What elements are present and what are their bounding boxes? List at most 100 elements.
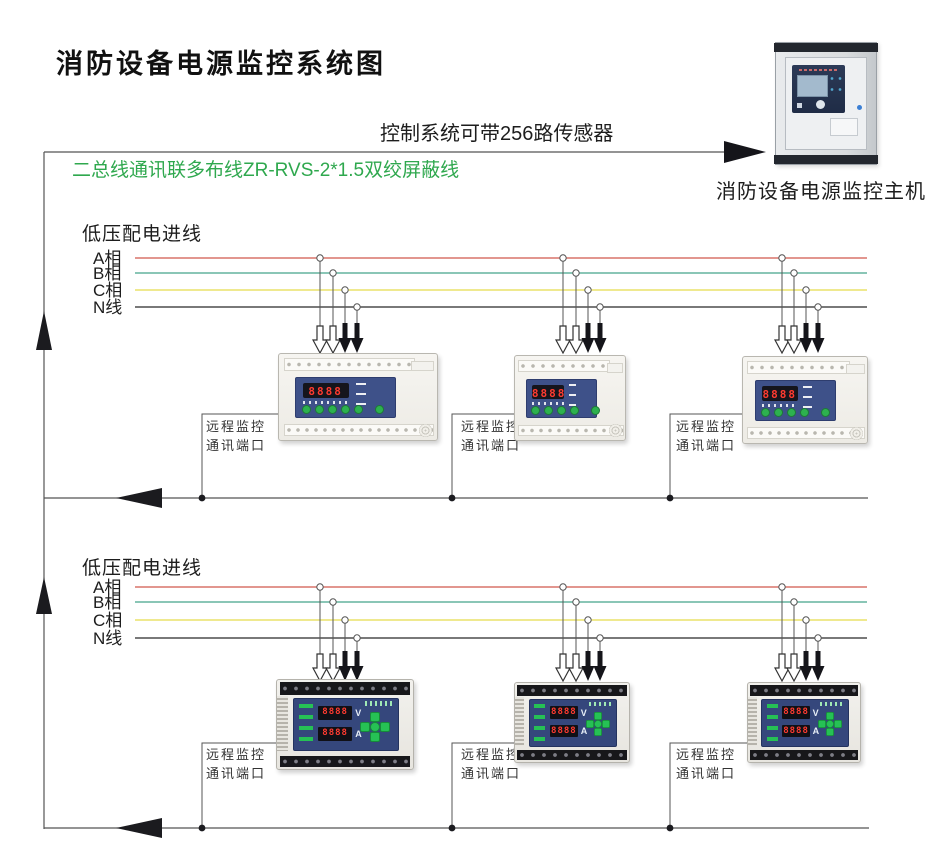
solid-arrow-icon bbox=[350, 323, 364, 353]
terminal-strip-bottom bbox=[283, 424, 435, 436]
dpad-button bbox=[370, 722, 381, 733]
junction-dot bbox=[198, 494, 206, 502]
phase-label-a: A相 bbox=[93, 578, 122, 597]
hollow-arrow-icon bbox=[312, 653, 328, 682]
phase-label-c: C相 bbox=[93, 281, 123, 300]
up-arrow-icon bbox=[36, 577, 52, 614]
dpad-button bbox=[370, 712, 381, 723]
speaker-grill bbox=[419, 423, 433, 437]
sensor-tap-group bbox=[774, 583, 825, 682]
host-module-title-line bbox=[798, 68, 839, 71]
terminal-block-bottom bbox=[517, 750, 627, 761]
terminal-strip-top bbox=[746, 361, 851, 374]
phase-label-n: N线 bbox=[93, 629, 123, 648]
panel-button bbox=[787, 408, 797, 418]
power-monitor-module: 8888 bbox=[514, 355, 626, 441]
voltage-display: 8888 bbox=[318, 706, 353, 721]
dpad-button bbox=[825, 719, 834, 728]
junction-dot bbox=[198, 824, 206, 832]
terminal-block-top bbox=[517, 684, 627, 697]
seven-segment-display: 8888 bbox=[531, 384, 567, 400]
dpad-button bbox=[380, 722, 391, 733]
remote-port-label: 远程监控 通讯端口 bbox=[676, 745, 736, 783]
panel-side-marks bbox=[568, 384, 577, 408]
panel-button bbox=[570, 405, 580, 415]
panel-side-marks bbox=[803, 385, 812, 410]
power-monitor-module: 8888 bbox=[742, 356, 868, 444]
comm-connector-line bbox=[201, 413, 282, 498]
solid-arrow-icon bbox=[581, 651, 595, 681]
dpad-button bbox=[370, 732, 381, 743]
panel-tick-marks bbox=[761, 403, 798, 407]
port-label-line1: 远程监控 bbox=[676, 747, 737, 762]
led-column bbox=[766, 704, 778, 742]
terminal-strip-top bbox=[518, 360, 611, 373]
host-screen bbox=[796, 74, 829, 97]
current-unit-label: A bbox=[580, 726, 588, 737]
wire-type-label: 二总线通讯联多布线ZR-RVS-2*1.5双绞屏蔽线 bbox=[72, 160, 460, 181]
dpad-buttons bbox=[586, 711, 611, 736]
panel-button bbox=[800, 408, 810, 418]
hollow-arrow-icon bbox=[786, 325, 802, 354]
dpad-button bbox=[825, 727, 834, 736]
panel-button bbox=[591, 405, 601, 415]
host-top-bar bbox=[774, 43, 878, 52]
solid-arrow-icon bbox=[581, 323, 595, 353]
panel-tiny-text bbox=[820, 702, 845, 707]
port-label-line1: 远程监控 bbox=[206, 419, 267, 434]
hollow-arrow-icon bbox=[325, 653, 341, 682]
hollow-arrow-icon bbox=[786, 653, 802, 682]
power-monitor-sensor: 8888 V 8888 A bbox=[276, 679, 414, 770]
comm-connector-line bbox=[669, 742, 750, 828]
module-front-panel: 8888 bbox=[755, 380, 836, 421]
panel-button bbox=[544, 405, 554, 415]
port-label-line1: 远程监控 bbox=[676, 419, 737, 434]
sensor-front-panel: 8888 V 8888 A bbox=[761, 698, 849, 747]
page-title: 消防设备电源监控系统图 bbox=[56, 49, 386, 80]
port-label-line2: 通讯端口 bbox=[676, 766, 737, 781]
panel-tick-marks bbox=[302, 400, 349, 404]
junction-dot bbox=[666, 494, 674, 502]
panel-button bbox=[531, 405, 541, 415]
ribbed-side bbox=[277, 696, 288, 752]
current-unit-label: A bbox=[355, 728, 362, 739]
solid-arrow-icon bbox=[811, 651, 825, 681]
host-lock-dot bbox=[857, 105, 862, 111]
panel-button-row bbox=[761, 408, 831, 418]
remote-port-label: 远程监控 通讯端口 bbox=[461, 417, 521, 455]
dpad-buttons bbox=[817, 711, 842, 736]
hollow-arrow-icon bbox=[312, 325, 328, 354]
host-label: 消防设备电源监控主机 bbox=[716, 181, 926, 203]
seven-segment-display: 8888 bbox=[302, 383, 349, 398]
dpad-button bbox=[817, 719, 826, 728]
dpad-button bbox=[594, 727, 603, 736]
monitor-host-device bbox=[774, 42, 878, 165]
phase-label-b: B相 bbox=[93, 264, 122, 283]
solid-arrow-icon bbox=[593, 651, 607, 681]
sensor-front-panel: 8888 V 8888 A bbox=[293, 697, 399, 752]
panel-button bbox=[374, 405, 384, 415]
port-label-line2: 通讯端口 bbox=[461, 438, 522, 453]
sensor-tap-group bbox=[774, 254, 825, 354]
phase-label-b: B相 bbox=[93, 593, 122, 612]
panel-button-row bbox=[531, 405, 601, 415]
hollow-arrow-icon bbox=[568, 325, 584, 354]
current-display: 8888 bbox=[782, 724, 811, 738]
panel-button bbox=[557, 405, 567, 415]
panel-button bbox=[301, 405, 311, 415]
incoming-line-label: 低压配电进线 bbox=[82, 224, 203, 245]
panel-side-marks bbox=[355, 382, 367, 407]
port-label-line2: 通讯端口 bbox=[206, 766, 267, 781]
remote-port-label: 远程监控 通讯端口 bbox=[206, 417, 266, 455]
remote-port-label: 远程监控 通讯端口 bbox=[676, 417, 736, 455]
top-bus-label: 控制系统可带256路传感器 bbox=[380, 123, 614, 145]
terminal-block-bottom bbox=[750, 750, 858, 761]
panel-tiny-text bbox=[588, 702, 613, 707]
phase-label-a: A相 bbox=[93, 249, 122, 268]
dpad-button bbox=[602, 719, 611, 728]
remote-port-label: 远程监控 通讯端口 bbox=[206, 745, 266, 783]
dpad-button bbox=[594, 711, 603, 720]
host-paper-slot bbox=[830, 117, 858, 137]
